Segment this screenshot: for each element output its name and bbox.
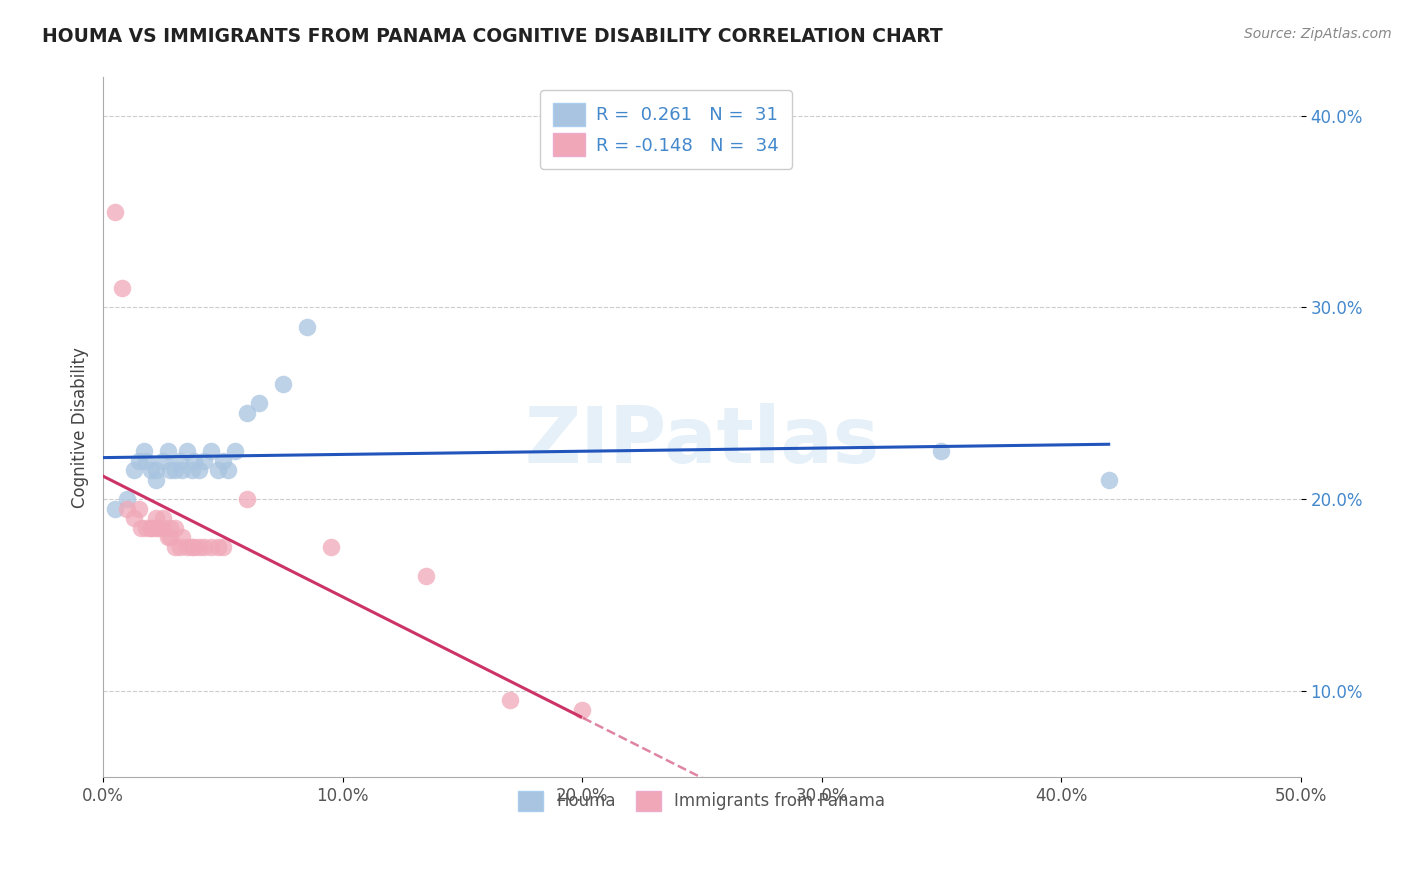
Y-axis label: Cognitive Disability: Cognitive Disability	[72, 347, 89, 508]
Point	[247, 396, 270, 410]
Point	[152, 511, 174, 525]
Point	[163, 463, 186, 477]
Point	[193, 453, 215, 467]
Point	[135, 453, 157, 467]
Point	[132, 444, 155, 458]
Point	[172, 463, 194, 477]
Point	[139, 463, 162, 477]
Point	[169, 540, 191, 554]
Point	[169, 453, 191, 467]
Text: Source: ZipAtlas.com: Source: ZipAtlas.com	[1244, 27, 1392, 41]
Point	[187, 540, 209, 554]
Point	[200, 444, 222, 458]
Point	[931, 444, 953, 458]
Point	[207, 463, 229, 477]
Point	[156, 530, 179, 544]
Point	[159, 463, 181, 477]
Point	[176, 540, 198, 554]
Point	[145, 521, 167, 535]
Point	[145, 463, 167, 477]
Point	[183, 540, 205, 554]
Point	[156, 444, 179, 458]
Point	[148, 521, 170, 535]
Point	[111, 281, 134, 295]
Point	[224, 444, 246, 458]
Point	[159, 521, 181, 535]
Point	[499, 693, 522, 707]
Point	[135, 521, 157, 535]
Point	[200, 540, 222, 554]
Point	[187, 463, 209, 477]
Point	[159, 530, 181, 544]
Point	[180, 540, 202, 554]
Point	[152, 521, 174, 535]
Point	[128, 501, 150, 516]
Point	[236, 406, 259, 420]
Point	[415, 568, 437, 582]
Text: HOUMA VS IMMIGRANTS FROM PANAMA COGNITIVE DISABILITY CORRELATION CHART: HOUMA VS IMMIGRANTS FROM PANAMA COGNITIV…	[42, 27, 943, 45]
Point	[180, 463, 202, 477]
Point	[183, 453, 205, 467]
Point	[163, 521, 186, 535]
Point	[236, 491, 259, 506]
Point	[131, 521, 153, 535]
Point	[176, 444, 198, 458]
Point	[271, 377, 294, 392]
Point	[295, 319, 318, 334]
Point	[212, 453, 235, 467]
Point	[193, 540, 215, 554]
Point	[571, 703, 593, 717]
Point	[115, 501, 138, 516]
Point	[1098, 473, 1121, 487]
Point	[115, 491, 138, 506]
Point	[163, 540, 186, 554]
Point	[139, 521, 162, 535]
Point	[128, 453, 150, 467]
Point	[207, 540, 229, 554]
Point	[212, 540, 235, 554]
Point	[217, 463, 239, 477]
Point	[104, 204, 127, 219]
Point	[139, 521, 162, 535]
Point	[104, 501, 127, 516]
Point	[122, 463, 145, 477]
Point	[172, 530, 194, 544]
Point	[145, 473, 167, 487]
Point	[152, 453, 174, 467]
Point	[145, 511, 167, 525]
Text: ZIPatlas: ZIPatlas	[524, 403, 879, 479]
Point	[122, 511, 145, 525]
Legend: Houma, Immigrants from Panama: Houma, Immigrants from Panama	[505, 778, 898, 824]
Point	[319, 540, 342, 554]
